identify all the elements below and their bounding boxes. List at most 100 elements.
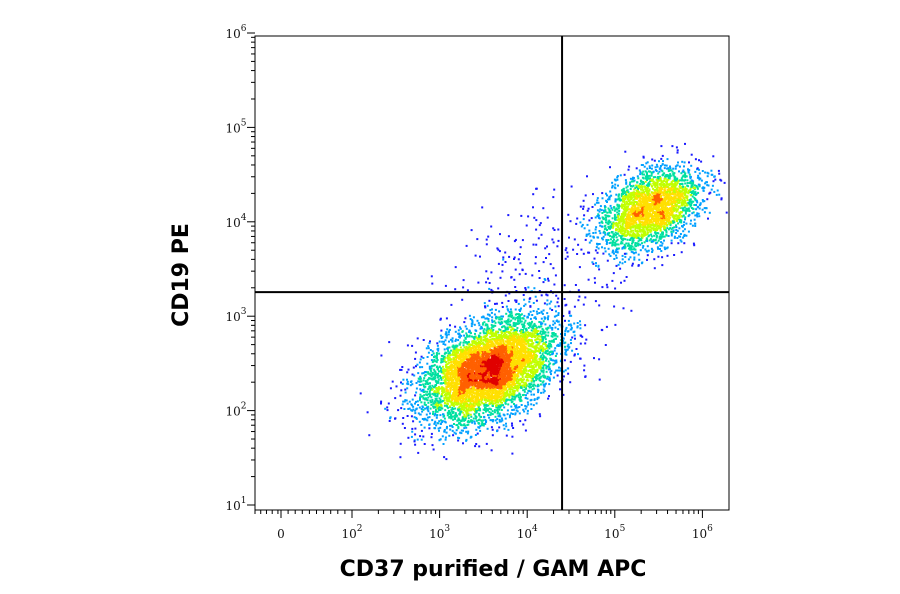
event-dot (457, 351, 460, 354)
event-dot (515, 316, 518, 319)
event-dot (477, 342, 480, 345)
event-dot (530, 408, 533, 410)
event-dot (564, 332, 566, 335)
event-dot (460, 352, 462, 355)
event-dot (543, 356, 546, 359)
event-dot (431, 444, 434, 447)
event-dot (503, 358, 506, 361)
event-dot (548, 368, 551, 371)
event-dot (604, 344, 607, 346)
event-dot (507, 403, 510, 406)
event-dot (524, 362, 527, 365)
event-dot (491, 335, 493, 338)
event-dot (544, 338, 547, 341)
event-dot (496, 409, 499, 411)
event-dot (489, 381, 492, 384)
event-dot (544, 375, 547, 378)
event-dot (400, 381, 402, 384)
event-dot (542, 343, 545, 346)
event-dot (489, 336, 492, 339)
event-dot (458, 383, 461, 385)
event-dot (429, 377, 432, 380)
event-dot (414, 427, 417, 430)
event-dot (475, 403, 478, 405)
event-dot (491, 316, 494, 319)
event-dot (523, 341, 526, 344)
event-dot (463, 404, 466, 407)
event-dot (512, 408, 515, 411)
event-dot (417, 404, 420, 406)
event-dot (448, 416, 451, 419)
event-dot (440, 329, 443, 332)
event-dot (457, 373, 460, 376)
event-dot (456, 419, 459, 422)
event-dot (531, 334, 534, 337)
event-dot (548, 340, 551, 343)
event-dot (439, 377, 442, 379)
event-dot (425, 381, 428, 384)
event-dot (469, 408, 472, 411)
event-dot (458, 406, 461, 408)
event-dot (525, 347, 528, 350)
event-dot (548, 302, 551, 305)
event-dot (468, 384, 471, 387)
event-dot (416, 363, 419, 366)
event-dot (490, 311, 493, 314)
event-dot (524, 404, 527, 407)
event-dot (453, 431, 456, 434)
event-dot (556, 335, 559, 338)
event-dot (482, 329, 485, 332)
event-dot (503, 342, 506, 345)
event-dot (476, 385, 478, 388)
event-dot (519, 356, 522, 359)
event-dot (444, 339, 447, 342)
event-dot (457, 339, 460, 342)
event-dot (547, 365, 550, 368)
event-dot (532, 352, 535, 355)
event-dot (492, 351, 495, 354)
event-dot (511, 381, 513, 384)
event-dot (470, 335, 473, 338)
event-dot (471, 374, 474, 377)
event-dot (505, 337, 508, 340)
event-dot (481, 390, 484, 393)
event-dot (478, 340, 480, 343)
event-dot (538, 342, 541, 345)
event-dot (455, 357, 458, 359)
event-dot (526, 397, 529, 400)
event-dot (415, 417, 418, 420)
event-dot (503, 427, 506, 430)
event-dot (526, 354, 529, 357)
event-dot (426, 362, 429, 365)
event-dot (496, 391, 499, 394)
event-dot (492, 388, 495, 391)
event-dot (436, 342, 439, 345)
event-dot (527, 341, 529, 344)
event-dot (525, 350, 528, 353)
event-dot (472, 366, 475, 369)
event-dot (476, 400, 479, 403)
event-dot (478, 407, 481, 410)
event-dot (412, 405, 415, 408)
event-dot (556, 301, 559, 304)
event-dot (466, 379, 469, 382)
event-dot (490, 419, 493, 422)
event-dot (492, 419, 495, 421)
event-dot (523, 386, 526, 389)
event-dot (403, 408, 406, 410)
event-dot (417, 451, 420, 454)
event-dot (532, 372, 535, 375)
event-dot (506, 342, 509, 345)
event-dot (527, 323, 530, 326)
event-dot (519, 310, 521, 312)
event-dot (437, 404, 440, 407)
event-dot (441, 355, 444, 357)
event-dot (432, 376, 435, 379)
event-dot (529, 360, 532, 363)
event-dot (462, 374, 465, 377)
event-dot (516, 361, 518, 364)
event-dot (470, 372, 473, 375)
event-dot (539, 338, 541, 341)
event-dot (468, 421, 471, 424)
event-dot (438, 397, 441, 400)
